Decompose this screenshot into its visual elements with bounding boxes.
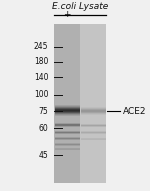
Text: 245: 245 bbox=[34, 42, 48, 51]
Text: 100: 100 bbox=[34, 90, 48, 99]
Text: +: + bbox=[63, 10, 71, 19]
Text: ACE2: ACE2 bbox=[123, 107, 146, 116]
Text: 140: 140 bbox=[34, 73, 48, 82]
Bar bbox=[80, 24, 106, 183]
Text: E.coli Lysate: E.coli Lysate bbox=[52, 2, 108, 11]
Text: 45: 45 bbox=[39, 151, 48, 159]
Text: 75: 75 bbox=[39, 107, 48, 116]
Bar bbox=[54, 24, 80, 183]
Text: −: − bbox=[89, 10, 97, 19]
Text: 60: 60 bbox=[39, 124, 48, 133]
Text: 180: 180 bbox=[34, 57, 48, 66]
